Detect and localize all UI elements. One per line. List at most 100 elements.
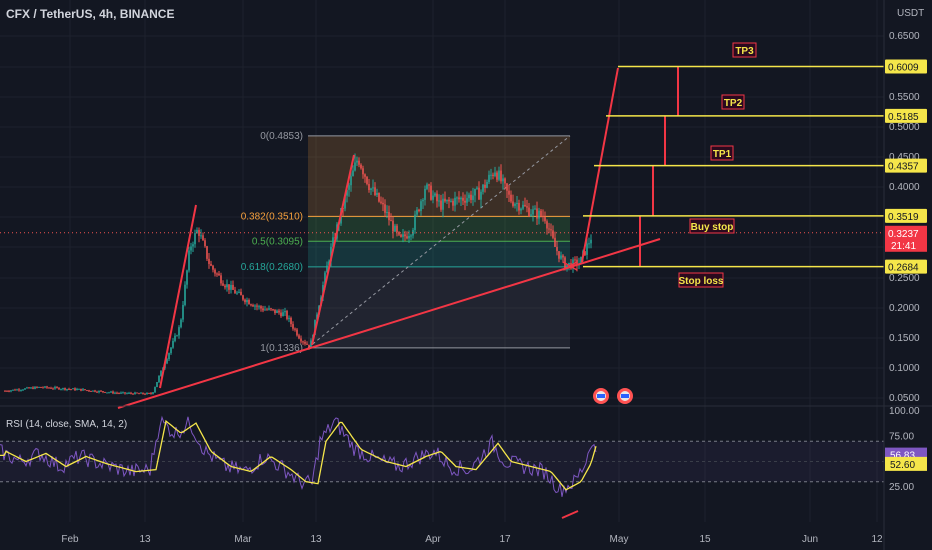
candle-body xyxy=(360,164,362,169)
candle-body xyxy=(102,391,104,393)
candle-body xyxy=(524,204,526,207)
candle-body xyxy=(216,273,218,275)
candle-body xyxy=(410,235,412,237)
flag-icon[interactable] xyxy=(593,388,609,404)
candle-body xyxy=(386,212,388,214)
candle-body xyxy=(144,393,146,395)
time-tick-label: 13 xyxy=(139,534,151,545)
candle-body xyxy=(114,392,116,394)
candle-body xyxy=(508,190,510,195)
candle-body xyxy=(286,311,288,319)
rsi-legend[interactable]: RSI (14, close, SMA, 14, 2) xyxy=(6,419,127,430)
candle-body xyxy=(24,388,26,390)
candle-body xyxy=(496,172,498,180)
candle-body xyxy=(36,386,38,388)
rsi-divergence-line xyxy=(561,510,579,519)
flag-icon[interactable] xyxy=(617,388,633,404)
candle-body xyxy=(300,338,302,342)
candle-body xyxy=(186,270,188,285)
candle-body xyxy=(382,202,384,205)
candle-body xyxy=(198,230,200,236)
tp1-price-tag: 0.4357 xyxy=(885,158,927,173)
candle-body xyxy=(146,392,148,395)
candle-body xyxy=(22,389,24,391)
candle-body xyxy=(104,391,106,393)
candle-body xyxy=(204,240,206,247)
candle-body xyxy=(278,310,280,313)
svg-text:0.6009: 0.6009 xyxy=(888,62,919,73)
candle-body xyxy=(502,178,504,182)
candle-body xyxy=(518,203,520,211)
candle-body xyxy=(376,192,378,195)
candle-body xyxy=(422,199,424,202)
candle-body xyxy=(450,200,452,202)
candle-body xyxy=(398,231,400,235)
candle-body xyxy=(580,256,582,264)
candle-body xyxy=(344,195,346,209)
candle-body xyxy=(374,187,376,195)
candle-body xyxy=(482,184,484,192)
candle-body xyxy=(424,188,426,200)
candle-body xyxy=(160,370,162,376)
symbol-title[interactable]: CFX / TetherUS, 4h, BINANCE xyxy=(6,7,175,21)
svg-text:TP3: TP3 xyxy=(735,46,754,57)
candle-body xyxy=(484,184,486,188)
candle-body xyxy=(270,308,272,310)
candle-body xyxy=(430,185,432,200)
candle-body xyxy=(414,214,416,231)
rsi-tick-label: 75.00 xyxy=(889,431,914,442)
candle-body xyxy=(56,387,58,389)
candle-body xyxy=(78,388,80,390)
candle-body xyxy=(142,392,144,394)
candle-body xyxy=(226,284,228,288)
candle-body xyxy=(378,192,380,202)
candle-body xyxy=(188,250,190,271)
candle-body xyxy=(528,207,530,217)
candle-body xyxy=(310,340,312,348)
candle-body xyxy=(442,198,444,210)
candle-body xyxy=(426,184,428,189)
price-tick-label: 0.4500 xyxy=(889,152,920,163)
candle-body xyxy=(420,201,422,212)
candle-body xyxy=(34,386,36,389)
candle-body xyxy=(242,295,244,300)
candle-body xyxy=(402,234,404,237)
svg-text:52.60: 52.60 xyxy=(890,460,915,471)
candle-body xyxy=(8,391,10,393)
candle-body xyxy=(530,214,532,217)
candle-body xyxy=(560,255,562,259)
candle-body xyxy=(180,319,182,328)
candle-body xyxy=(210,263,212,266)
candle-body xyxy=(326,265,328,273)
candle-body xyxy=(68,388,70,390)
candle-body xyxy=(332,237,334,247)
candle-body xyxy=(120,392,122,394)
candle-body xyxy=(554,237,556,247)
candle-body xyxy=(470,194,472,200)
candle-body xyxy=(480,191,482,200)
candle-body xyxy=(166,359,168,364)
svg-text:TP1: TP1 xyxy=(713,149,732,160)
price-tick-label: 0.4000 xyxy=(889,182,920,193)
price-tick-label: 0.1000 xyxy=(889,363,920,374)
candle-body xyxy=(72,388,74,390)
candle-body xyxy=(520,208,522,211)
candle-body xyxy=(474,188,476,196)
event-icons xyxy=(593,388,633,404)
candle-body xyxy=(284,311,286,313)
candle-body xyxy=(92,390,94,392)
candle-body xyxy=(246,299,248,303)
candle-body xyxy=(290,317,292,325)
candle-body xyxy=(556,246,558,252)
candle-body xyxy=(18,389,20,391)
candle-body xyxy=(444,198,446,202)
candle-body xyxy=(574,259,576,261)
candle-body xyxy=(44,386,46,388)
fib-zone xyxy=(308,216,570,242)
candle-body xyxy=(96,391,98,393)
candle-body xyxy=(590,239,592,244)
fib-zone xyxy=(308,241,570,267)
candle-body xyxy=(26,387,28,389)
candle-body xyxy=(258,306,260,308)
